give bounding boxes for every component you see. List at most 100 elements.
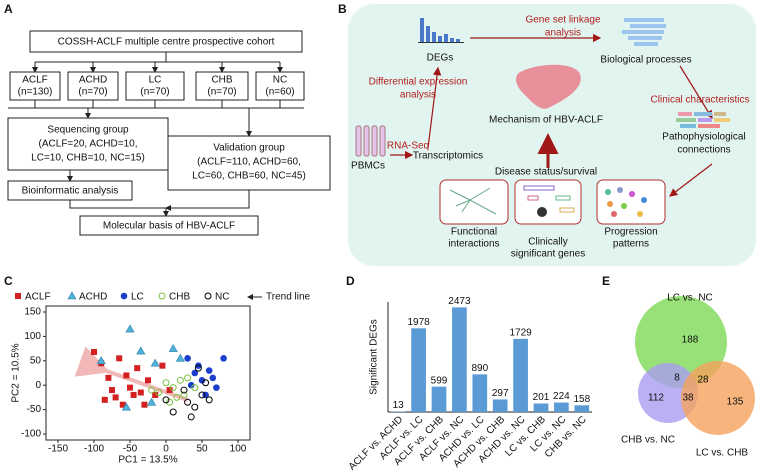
arrow bbox=[427, 66, 442, 149]
region-count: 38 bbox=[682, 393, 694, 404]
box bbox=[79, 215, 259, 236]
point bbox=[123, 372, 130, 379]
liver-icon bbox=[516, 64, 581, 109]
y-tick-label: -50 bbox=[27, 404, 42, 415]
legend-label: Trend line bbox=[266, 292, 311, 303]
point bbox=[116, 355, 123, 362]
label: PBMCs bbox=[351, 161, 385, 172]
set-label: LC vs. NC bbox=[667, 293, 713, 304]
progression-icon bbox=[605, 187, 647, 217]
x-tick-label: 50 bbox=[196, 444, 208, 455]
box bbox=[9, 71, 61, 101]
label: Biological processes bbox=[600, 55, 691, 66]
point bbox=[202, 391, 209, 399]
label: Functional bbox=[451, 227, 497, 238]
x-tick-label: 0 bbox=[163, 444, 169, 455]
y-tick-label: 50 bbox=[30, 355, 42, 366]
label: Transcriptomics bbox=[413, 151, 483, 162]
point bbox=[168, 343, 178, 352]
y-tick-label: 150 bbox=[24, 307, 41, 318]
box-text: Validation group bbox=[213, 143, 285, 154]
region-count: 135 bbox=[727, 397, 744, 408]
bar bbox=[554, 402, 569, 412]
data-label: 599 bbox=[431, 375, 448, 386]
point bbox=[184, 355, 191, 362]
bar bbox=[411, 328, 426, 412]
label: Clinical characteristics bbox=[651, 95, 750, 106]
bar bbox=[452, 307, 467, 412]
label: Mechanism of HBV-ACLF bbox=[489, 115, 603, 126]
panel-label: A bbox=[4, 2, 13, 16]
legend-label: ACHD bbox=[79, 292, 107, 303]
point bbox=[198, 377, 206, 384]
point bbox=[109, 387, 115, 394]
legend-marker bbox=[15, 293, 21, 299]
box-text: ACHD bbox=[79, 75, 107, 86]
point bbox=[175, 353, 185, 362]
data-label: 297 bbox=[492, 388, 509, 399]
point bbox=[119, 401, 126, 408]
label: Disease status/survival bbox=[495, 167, 597, 178]
box bbox=[7, 117, 169, 171]
box bbox=[125, 71, 185, 101]
y-tick-label: 0 bbox=[35, 380, 41, 391]
point bbox=[169, 408, 177, 416]
point bbox=[148, 386, 156, 394]
point bbox=[101, 396, 108, 403]
legend-label: ACLF bbox=[25, 292, 51, 303]
box-text: Sequencing group bbox=[47, 125, 129, 136]
data-label: 13 bbox=[393, 400, 405, 411]
x-tick-label: -50 bbox=[123, 444, 138, 455]
label: DEGs bbox=[427, 53, 454, 64]
point bbox=[169, 384, 177, 392]
box-text: LC=10, CHB=10, NC=15) bbox=[31, 153, 145, 164]
legend-label: NC bbox=[215, 292, 229, 303]
workflow: DEGs Gene set linkage analysis Biologica… bbox=[348, 4, 756, 266]
y-axis-label: PC2 = 10.5% bbox=[11, 343, 22, 402]
tube-icon bbox=[355, 125, 386, 157]
point bbox=[147, 397, 157, 406]
arrow bbox=[679, 65, 713, 120]
data-label: 1978 bbox=[407, 317, 430, 328]
label: connections bbox=[677, 145, 730, 156]
point bbox=[191, 384, 199, 392]
legend-marker bbox=[158, 292, 166, 300]
point bbox=[176, 376, 184, 384]
point bbox=[191, 403, 199, 411]
panel-label: C bbox=[4, 274, 13, 288]
data-label: 2473 bbox=[448, 296, 471, 307]
label: analysis bbox=[545, 28, 581, 39]
point bbox=[198, 391, 206, 399]
point bbox=[145, 377, 151, 384]
region-count: 28 bbox=[697, 375, 709, 386]
process-icon bbox=[622, 18, 666, 46]
bar-icon bbox=[418, 18, 464, 43]
box-text: Bioinformatic analysis bbox=[22, 186, 119, 197]
point bbox=[205, 367, 213, 374]
point bbox=[137, 389, 144, 396]
data-label: 1729 bbox=[509, 327, 532, 338]
point bbox=[155, 389, 163, 397]
legend-marker bbox=[204, 292, 212, 300]
box-text: (n=70) bbox=[78, 87, 107, 98]
point bbox=[105, 374, 112, 381]
point bbox=[166, 398, 174, 406]
point bbox=[205, 396, 213, 404]
arrow bbox=[69, 200, 169, 217]
region-count: 8 bbox=[674, 373, 680, 384]
y-tick-label: 100 bbox=[24, 331, 41, 342]
label: Progression bbox=[604, 227, 657, 238]
legend-marker bbox=[120, 292, 128, 300]
point bbox=[127, 384, 133, 391]
venn-circle bbox=[681, 361, 755, 435]
data-label: 224 bbox=[553, 391, 570, 402]
pathophysiology-icon bbox=[676, 112, 730, 128]
plot-frame bbox=[45, 305, 251, 441]
network-icon bbox=[449, 187, 497, 215]
bar bbox=[472, 374, 488, 412]
point bbox=[187, 413, 195, 421]
point bbox=[180, 391, 188, 399]
region-count: 112 bbox=[648, 393, 664, 404]
box-text: (n=130) bbox=[18, 87, 53, 98]
point bbox=[173, 393, 181, 401]
